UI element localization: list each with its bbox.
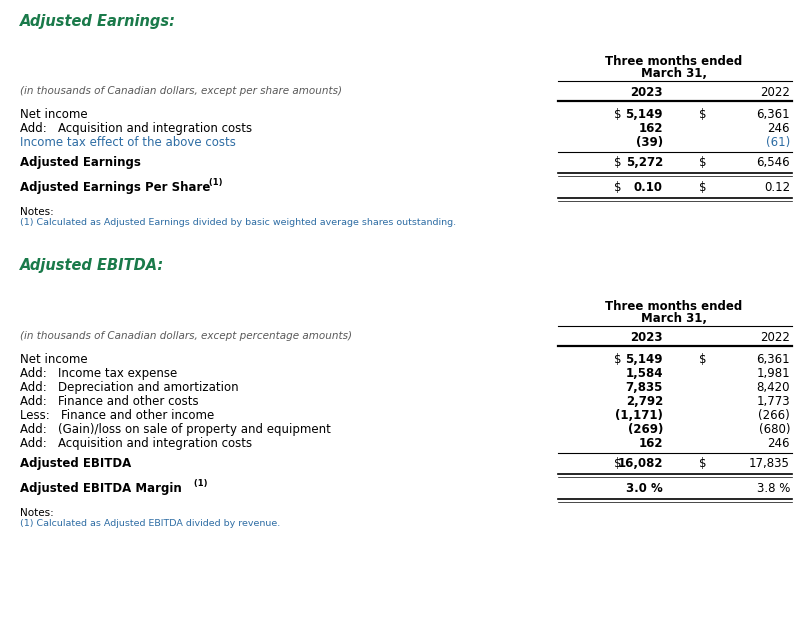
Text: (39): (39) (636, 136, 663, 149)
Text: 1,584: 1,584 (626, 367, 663, 380)
Text: Add:   Income tax expense: Add: Income tax expense (20, 367, 177, 380)
Text: 0.10: 0.10 (634, 181, 663, 194)
Text: 3.8 %: 3.8 % (757, 482, 790, 495)
Text: 7,835: 7,835 (626, 381, 663, 394)
Text: (680): (680) (759, 423, 790, 436)
Text: $: $ (699, 108, 706, 121)
Text: 1,773: 1,773 (757, 395, 790, 408)
Text: Adjusted EBITDA Margin: Adjusted EBITDA Margin (20, 482, 182, 495)
Text: $: $ (614, 156, 622, 169)
Text: (61): (61) (766, 136, 790, 149)
Text: Net income: Net income (20, 353, 88, 366)
Text: 5,272: 5,272 (626, 156, 663, 169)
Text: 2023: 2023 (630, 86, 663, 99)
Text: 0.12: 0.12 (764, 181, 790, 194)
Text: Notes:: Notes: (20, 207, 53, 217)
Text: Add:   Depreciation and amortization: Add: Depreciation and amortization (20, 381, 239, 394)
Text: $: $ (699, 156, 706, 169)
Text: March 31,: March 31, (641, 312, 707, 325)
Text: Three months ended: Three months ended (606, 55, 743, 68)
Text: (1): (1) (206, 178, 223, 187)
Text: Add:   (Gain)/loss on sale of property and equipment: Add: (Gain)/loss on sale of property and… (20, 423, 331, 436)
Text: Add:   Acquisition and integration costs: Add: Acquisition and integration costs (20, 437, 252, 450)
Text: 1,981: 1,981 (757, 367, 790, 380)
Text: Adjusted EBITDA: Adjusted EBITDA (20, 457, 131, 470)
Text: 16,082: 16,082 (618, 457, 663, 470)
Text: 3.0 %: 3.0 % (626, 482, 663, 495)
Text: (266): (266) (758, 409, 790, 422)
Text: $: $ (699, 181, 706, 194)
Text: Income tax effect of the above costs: Income tax effect of the above costs (20, 136, 236, 149)
Text: Adjusted Earnings:: Adjusted Earnings: (20, 14, 176, 29)
Text: 17,835: 17,835 (749, 457, 790, 470)
Text: $: $ (614, 181, 622, 194)
Text: (in thousands of Canadian dollars, except per share amounts): (in thousands of Canadian dollars, excep… (20, 86, 342, 96)
Text: Less:   Finance and other income: Less: Finance and other income (20, 409, 214, 422)
Text: 8,420: 8,420 (757, 381, 790, 394)
Text: (1,171): (1,171) (615, 409, 663, 422)
Text: (1) Calculated as Adjusted Earnings divided by basic weighted average shares out: (1) Calculated as Adjusted Earnings divi… (20, 218, 456, 227)
Text: 162: 162 (638, 122, 663, 135)
Text: Three months ended: Three months ended (606, 300, 743, 313)
Text: (1): (1) (191, 479, 207, 488)
Text: 6,361: 6,361 (757, 108, 790, 121)
Text: 246: 246 (768, 122, 790, 135)
Text: Adjusted EBITDA:: Adjusted EBITDA: (20, 258, 164, 273)
Text: Adjusted Earnings Per Share: Adjusted Earnings Per Share (20, 181, 211, 194)
Text: 2022: 2022 (760, 86, 790, 99)
Text: Notes:: Notes: (20, 508, 53, 518)
Text: $: $ (699, 353, 706, 366)
Text: 246: 246 (768, 437, 790, 450)
Text: 6,361: 6,361 (757, 353, 790, 366)
Text: (in thousands of Canadian dollars, except percentage amounts): (in thousands of Canadian dollars, excep… (20, 331, 352, 341)
Text: (1) Calculated as Adjusted EBITDA divided by revenue.: (1) Calculated as Adjusted EBITDA divide… (20, 519, 280, 528)
Text: $: $ (699, 457, 706, 470)
Text: (269): (269) (627, 423, 663, 436)
Text: Net income: Net income (20, 108, 88, 121)
Text: 5,149: 5,149 (626, 353, 663, 366)
Text: $: $ (614, 108, 622, 121)
Text: Add:   Finance and other costs: Add: Finance and other costs (20, 395, 199, 408)
Text: 162: 162 (638, 437, 663, 450)
Text: 6,546: 6,546 (757, 156, 790, 169)
Text: March 31,: March 31, (641, 67, 707, 80)
Text: $: $ (614, 353, 622, 366)
Text: 2022: 2022 (760, 331, 790, 344)
Text: 5,149: 5,149 (626, 108, 663, 121)
Text: Add:   Acquisition and integration costs: Add: Acquisition and integration costs (20, 122, 252, 135)
Text: Adjusted Earnings: Adjusted Earnings (20, 156, 141, 169)
Text: $: $ (614, 457, 622, 470)
Text: 2023: 2023 (630, 331, 663, 344)
Text: 2,792: 2,792 (626, 395, 663, 408)
